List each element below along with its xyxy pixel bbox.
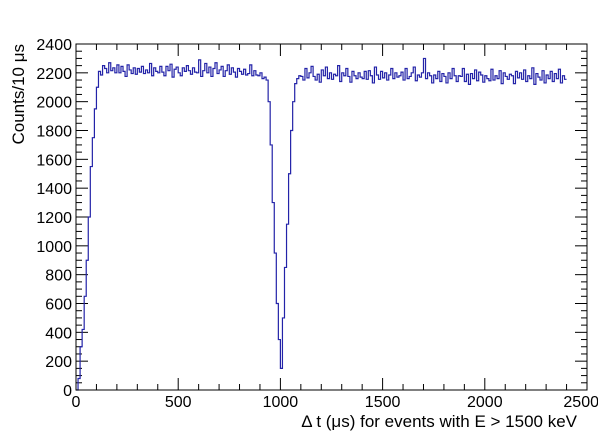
axis-ticks-layer	[75, 43, 588, 391]
y-tick-label: 1200	[36, 210, 72, 227]
data-layer	[76, 57, 567, 391]
y-tick-label: 200	[45, 354, 72, 371]
x-tick-label: 2000	[467, 394, 503, 411]
histogram-series-line	[76, 57, 567, 391]
x-tick-label: 1000	[263, 394, 299, 411]
y-tick-label: 2000	[36, 95, 72, 112]
y-tick-label: 0	[63, 383, 72, 400]
tick-labels-layer: 0 500 1000 1500 2000 2500 0 200 400 600 800 1000 120…	[36, 37, 598, 411]
y-tick-label: 2200	[36, 66, 72, 83]
x-axis-title: Δ t (μs) for events with E > 1500 keV	[301, 412, 577, 431]
x-tick-label: 1500	[365, 394, 401, 411]
y-tick-label: 1400	[36, 181, 72, 198]
y-tick-label: 1000	[36, 239, 72, 256]
y-tick-label: 400	[45, 325, 72, 342]
y-tick-label: 2400	[36, 37, 72, 54]
x-tick-label: 2500	[563, 394, 598, 411]
x-tick-label: 500	[165, 394, 192, 411]
y-tick-label: 600	[45, 297, 72, 314]
y-tick-label: 1800	[36, 124, 72, 141]
y-axis-title: Counts/10 μs	[9, 44, 28, 145]
y-tick-label: 1600	[36, 152, 72, 169]
plot-frame	[75, 43, 588, 391]
y-tick-label: 800	[45, 268, 72, 285]
x-tick-label: 0	[72, 394, 81, 411]
